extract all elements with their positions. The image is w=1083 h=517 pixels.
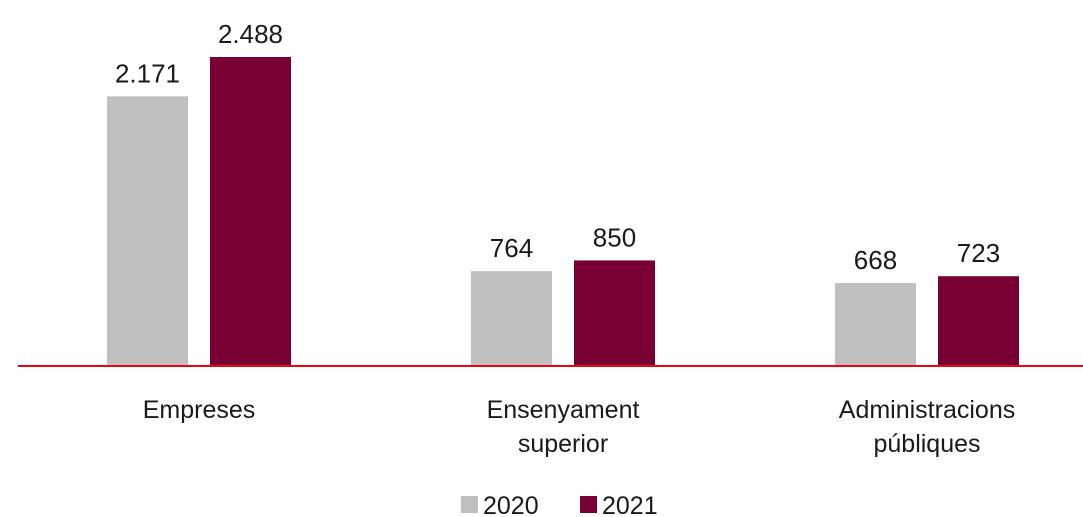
value-label: 2.488 <box>218 19 283 49</box>
value-label: 850 <box>593 222 636 252</box>
bar <box>835 283 916 366</box>
bar <box>574 260 655 366</box>
x-tick-label: Ensenyament superior <box>486 396 640 458</box>
bar <box>210 57 291 366</box>
value-label: 764 <box>490 233 533 263</box>
value-label: 2.171 <box>115 58 180 88</box>
legend-swatch <box>580 496 597 513</box>
x-tick-label: Administracions públiques <box>838 396 1016 458</box>
legend-label: 2020 <box>483 492 539 517</box>
legend-swatch <box>461 496 478 513</box>
bar <box>938 276 1019 366</box>
value-label: 723 <box>957 238 1000 268</box>
x-tick-label: Empreses <box>142 396 256 424</box>
value-label: 668 <box>854 245 897 275</box>
bar <box>107 96 188 366</box>
legend-label: 2021 <box>602 492 658 517</box>
bar <box>471 271 552 366</box>
